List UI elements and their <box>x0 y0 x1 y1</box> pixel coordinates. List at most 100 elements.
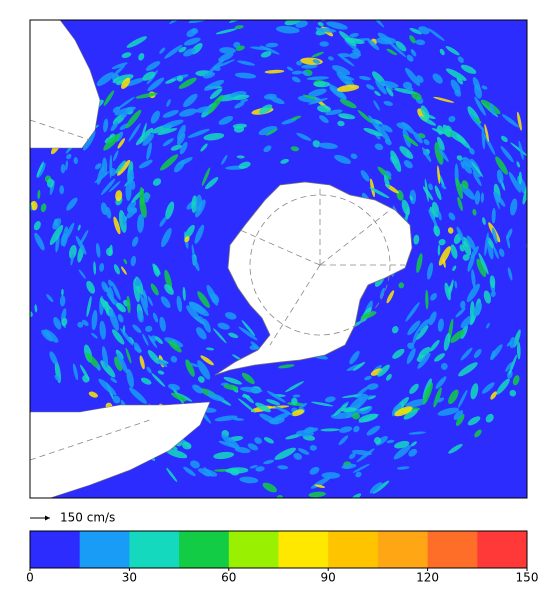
streak <box>352 49 362 57</box>
streak <box>147 350 161 365</box>
streak <box>516 161 520 168</box>
streak <box>545 180 550 187</box>
streak <box>150 110 161 124</box>
streak <box>126 295 131 314</box>
streak <box>305 427 319 433</box>
streak <box>195 106 212 113</box>
streak <box>135 92 158 99</box>
streak <box>471 161 484 178</box>
streak <box>537 155 544 178</box>
streak <box>233 125 245 133</box>
streak <box>114 356 123 372</box>
streak <box>159 47 166 54</box>
streak <box>100 360 116 378</box>
streak <box>135 127 154 146</box>
streak <box>140 377 152 385</box>
streak <box>438 238 446 246</box>
streak <box>412 329 419 345</box>
streak <box>293 452 303 460</box>
streak <box>291 115 302 121</box>
colorbar-tick-label: 30 <box>122 571 137 585</box>
streak <box>405 398 428 408</box>
streak <box>142 133 154 146</box>
streak <box>518 171 522 185</box>
streak <box>225 312 237 320</box>
streak <box>278 364 295 369</box>
streak <box>435 376 447 390</box>
streak <box>434 353 445 362</box>
streak <box>191 28 199 34</box>
streak <box>255 402 271 413</box>
streak <box>337 53 355 67</box>
streak <box>409 195 414 201</box>
land-antarctica <box>214 181 413 376</box>
streak <box>183 37 201 46</box>
streak <box>93 261 97 275</box>
streak <box>460 300 466 309</box>
streak <box>509 198 518 216</box>
streak <box>483 290 491 304</box>
streak <box>358 413 378 423</box>
streak <box>403 134 419 147</box>
streak <box>113 216 121 235</box>
streak <box>61 317 68 327</box>
streak <box>470 383 479 400</box>
streak <box>101 157 108 175</box>
streak <box>484 123 489 142</box>
streak <box>147 77 165 92</box>
streak <box>295 20 308 28</box>
streak <box>308 491 326 498</box>
streak <box>455 177 463 199</box>
streak <box>433 387 442 408</box>
streak <box>370 368 383 376</box>
streak <box>518 140 524 160</box>
streak <box>280 158 289 164</box>
streak <box>209 88 223 100</box>
streak <box>460 64 477 74</box>
streak <box>171 392 187 402</box>
streak <box>401 121 415 134</box>
streak <box>122 213 126 226</box>
streak <box>176 295 183 312</box>
streak <box>203 132 225 141</box>
streak <box>143 289 148 309</box>
land-south-america <box>30 20 101 149</box>
streak <box>457 56 464 63</box>
streak <box>237 60 256 66</box>
streak <box>130 207 138 214</box>
streak <box>166 467 178 482</box>
streak <box>375 79 387 95</box>
streak <box>531 315 546 333</box>
streak <box>103 118 109 133</box>
streak <box>316 27 337 33</box>
streak <box>456 77 464 85</box>
streak <box>77 224 81 231</box>
streak <box>200 355 214 366</box>
streak <box>358 75 371 81</box>
streak <box>363 127 383 137</box>
streak <box>70 254 74 266</box>
streak <box>388 41 407 58</box>
streak <box>424 178 429 202</box>
streak <box>462 161 473 174</box>
streak <box>489 275 496 289</box>
streak <box>68 244 77 260</box>
streak <box>112 395 121 404</box>
streak <box>454 280 458 289</box>
streak <box>225 467 249 474</box>
streak <box>205 347 215 351</box>
streak <box>128 387 147 404</box>
streak <box>126 369 134 388</box>
streak <box>125 109 142 129</box>
streak <box>409 383 419 394</box>
streak <box>60 164 66 174</box>
streak <box>263 145 272 153</box>
streak <box>46 294 54 303</box>
streak <box>266 399 281 406</box>
streak <box>211 296 218 303</box>
streak <box>201 167 211 186</box>
streak <box>120 266 127 275</box>
streak <box>433 96 455 103</box>
streak <box>396 466 410 470</box>
